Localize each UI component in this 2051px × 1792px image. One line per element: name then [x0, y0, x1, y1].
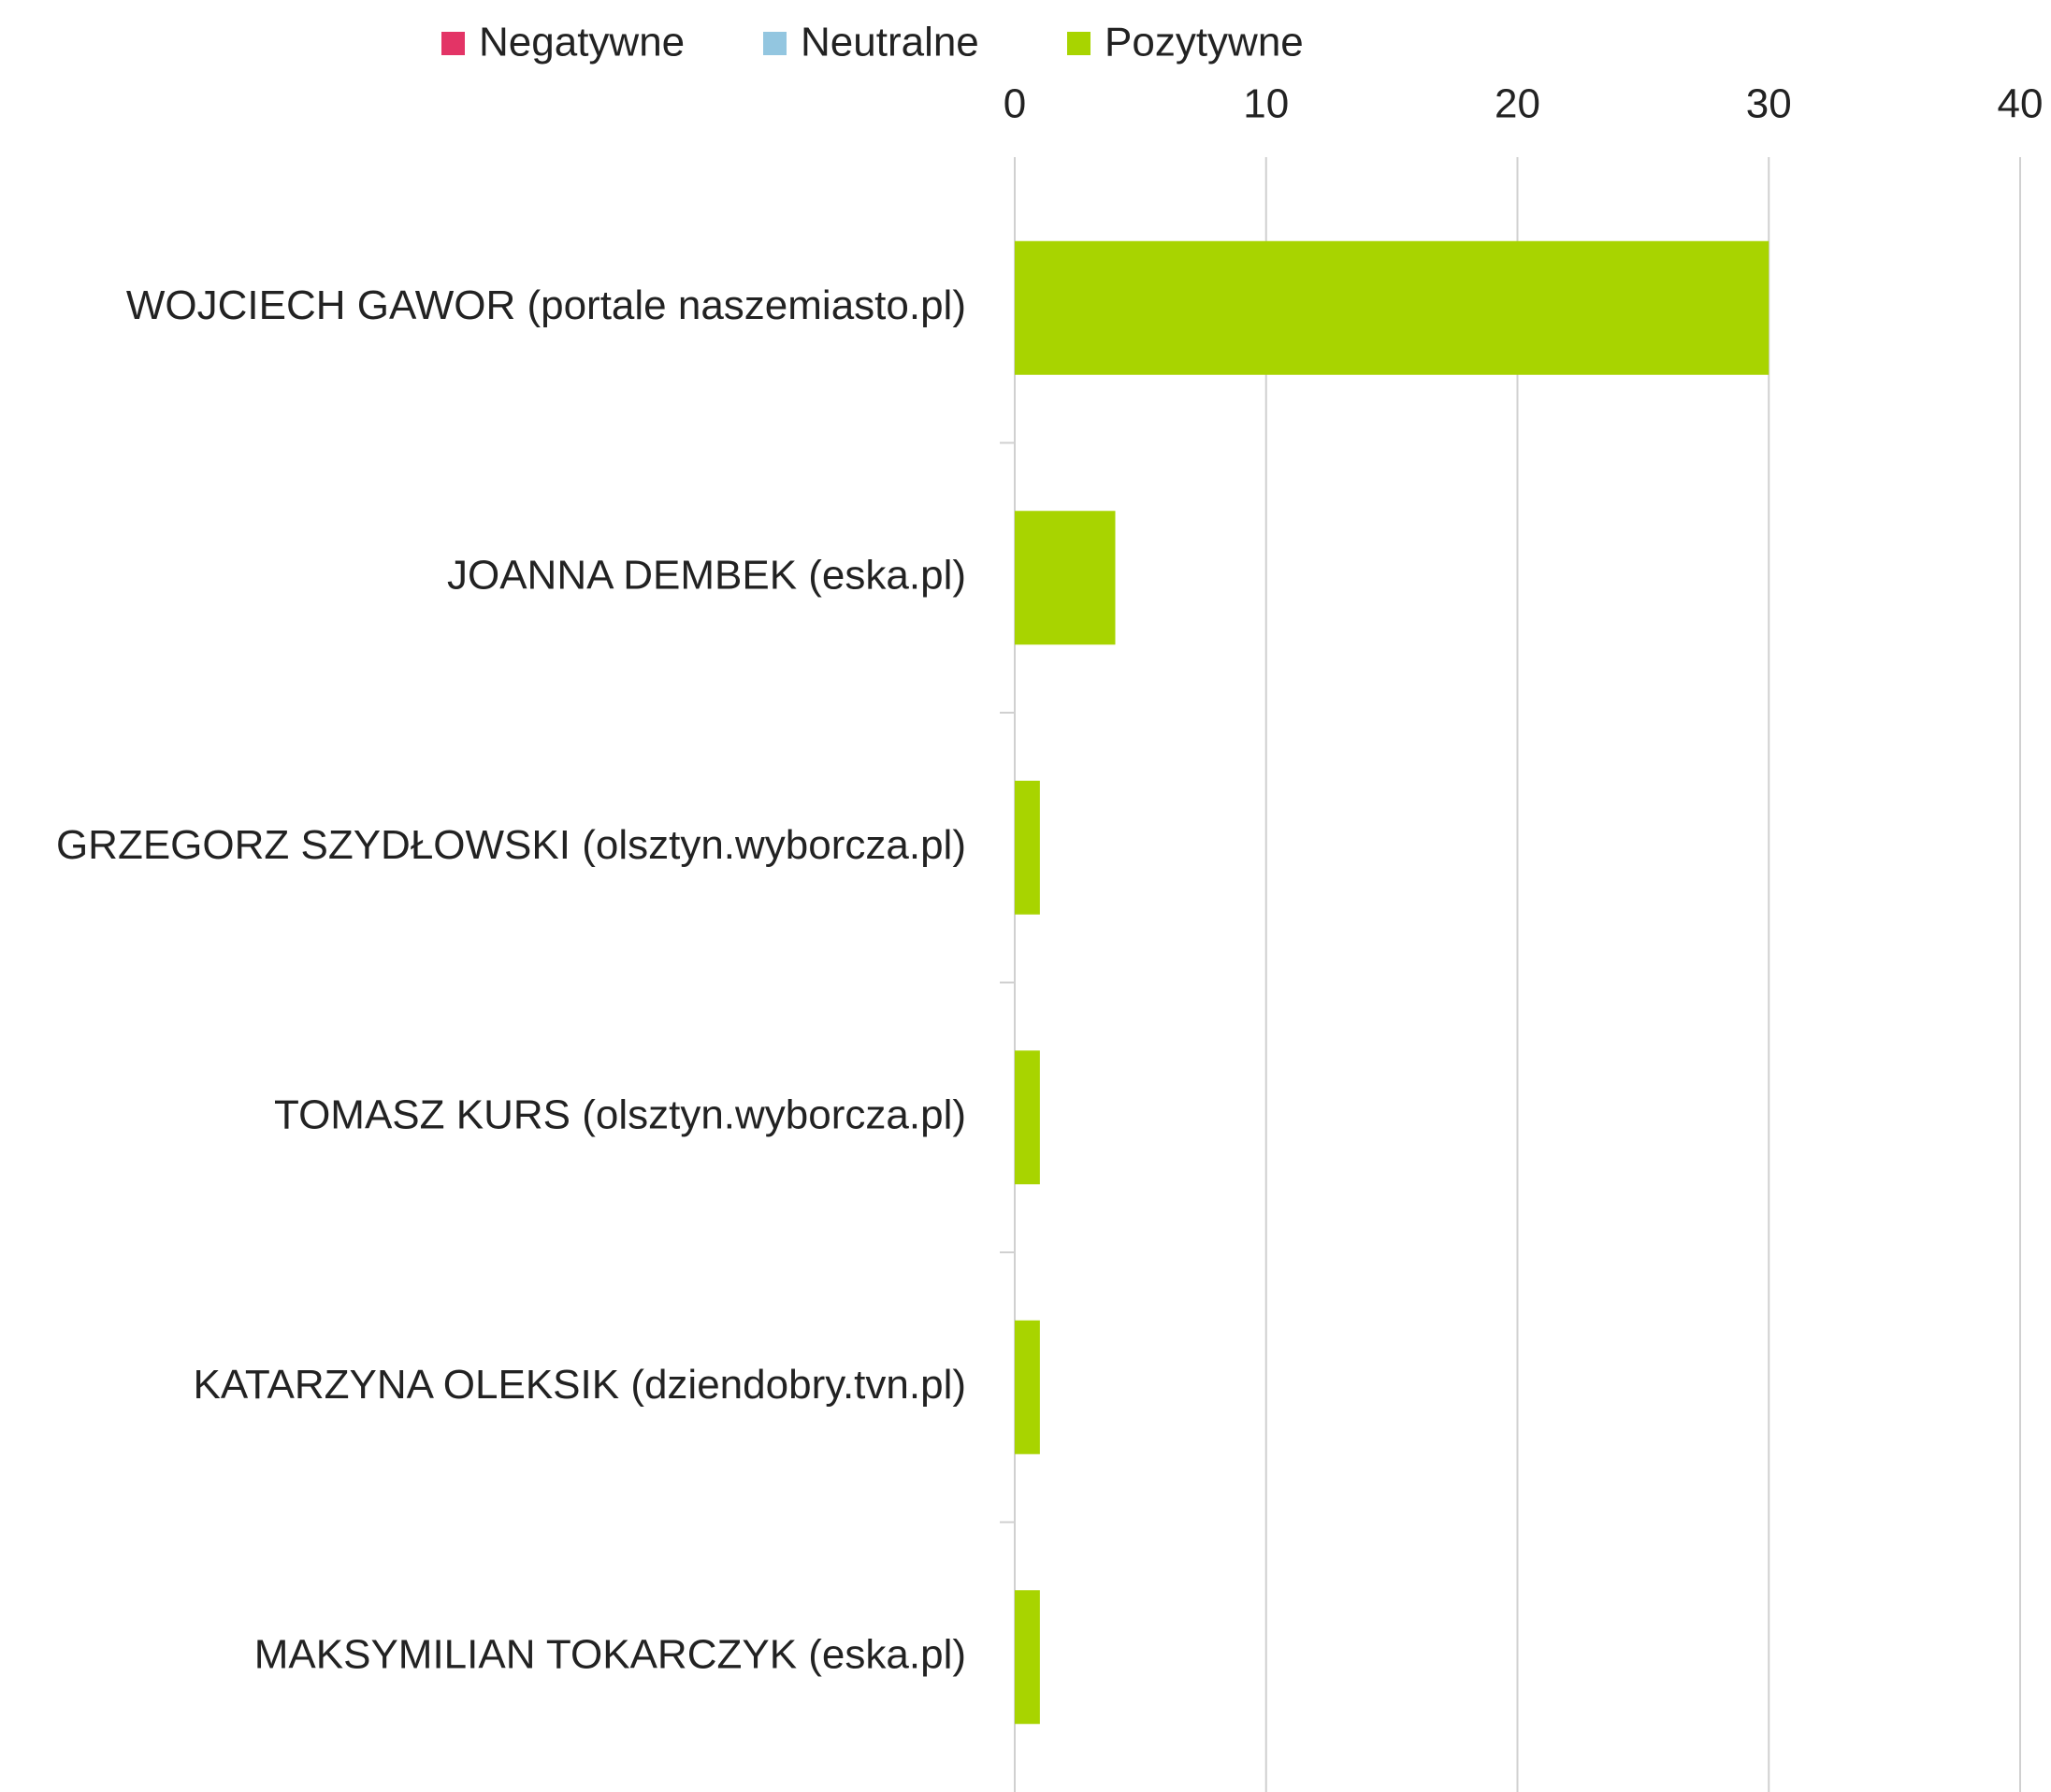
legend-label: Neutralne — [801, 20, 979, 65]
y-tick-label: KATARZYNA OLEKSIK (dziendobry.tvn.pl) — [193, 1362, 966, 1408]
legend-swatch — [1067, 32, 1090, 55]
x-tick-label: 40 — [1998, 81, 2044, 127]
legend-label: Pozytywne — [1105, 20, 1304, 65]
legend-swatch — [763, 32, 787, 55]
x-tick-label: 0 — [1004, 81, 1026, 127]
bar — [1015, 240, 1769, 375]
y-tick-label: JOANNA DEMBEK (eska.pl) — [447, 552, 966, 598]
y-tick-label: TOMASZ KURS (olsztyn.wyborcza.pl) — [274, 1091, 966, 1137]
y-tick-label: GRZEGORZ SZYDŁOWSKI (olsztyn.wyborcza.pl… — [56, 822, 966, 868]
y-tick-label: WOJCIECH GAWOR (portale naszemiasto.pl) — [126, 282, 966, 328]
bar — [1015, 511, 1116, 645]
bar — [1015, 1590, 1040, 1725]
x-tick-label: 30 — [1746, 81, 1792, 127]
y-tick-label: MAKSYMILIAN TOKARCZYK (eska.pl) — [254, 1631, 966, 1677]
legend-label: Negatywne — [479, 20, 685, 65]
bar — [1015, 780, 1040, 915]
x-tick-label: 20 — [1495, 81, 1540, 127]
bar — [1015, 1320, 1040, 1454]
x-tick-label: 10 — [1243, 81, 1289, 127]
legend-swatch — [441, 32, 465, 55]
bar — [1015, 1050, 1040, 1185]
